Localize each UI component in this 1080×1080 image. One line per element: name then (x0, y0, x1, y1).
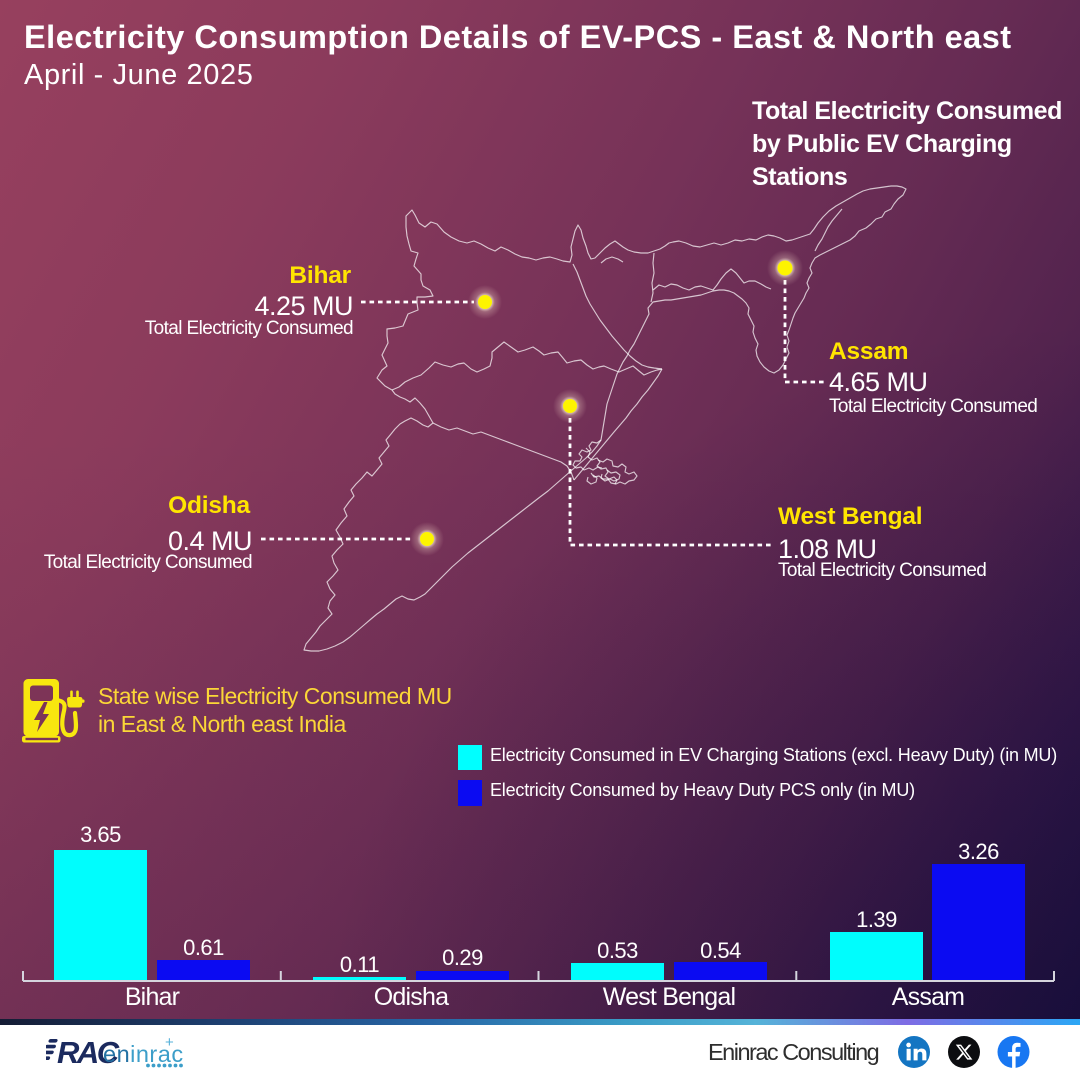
svg-text:+: + (165, 1034, 174, 1051)
svg-text:eninrac: eninrac (103, 1041, 184, 1067)
svg-text:RAC: RAC (57, 1035, 120, 1070)
